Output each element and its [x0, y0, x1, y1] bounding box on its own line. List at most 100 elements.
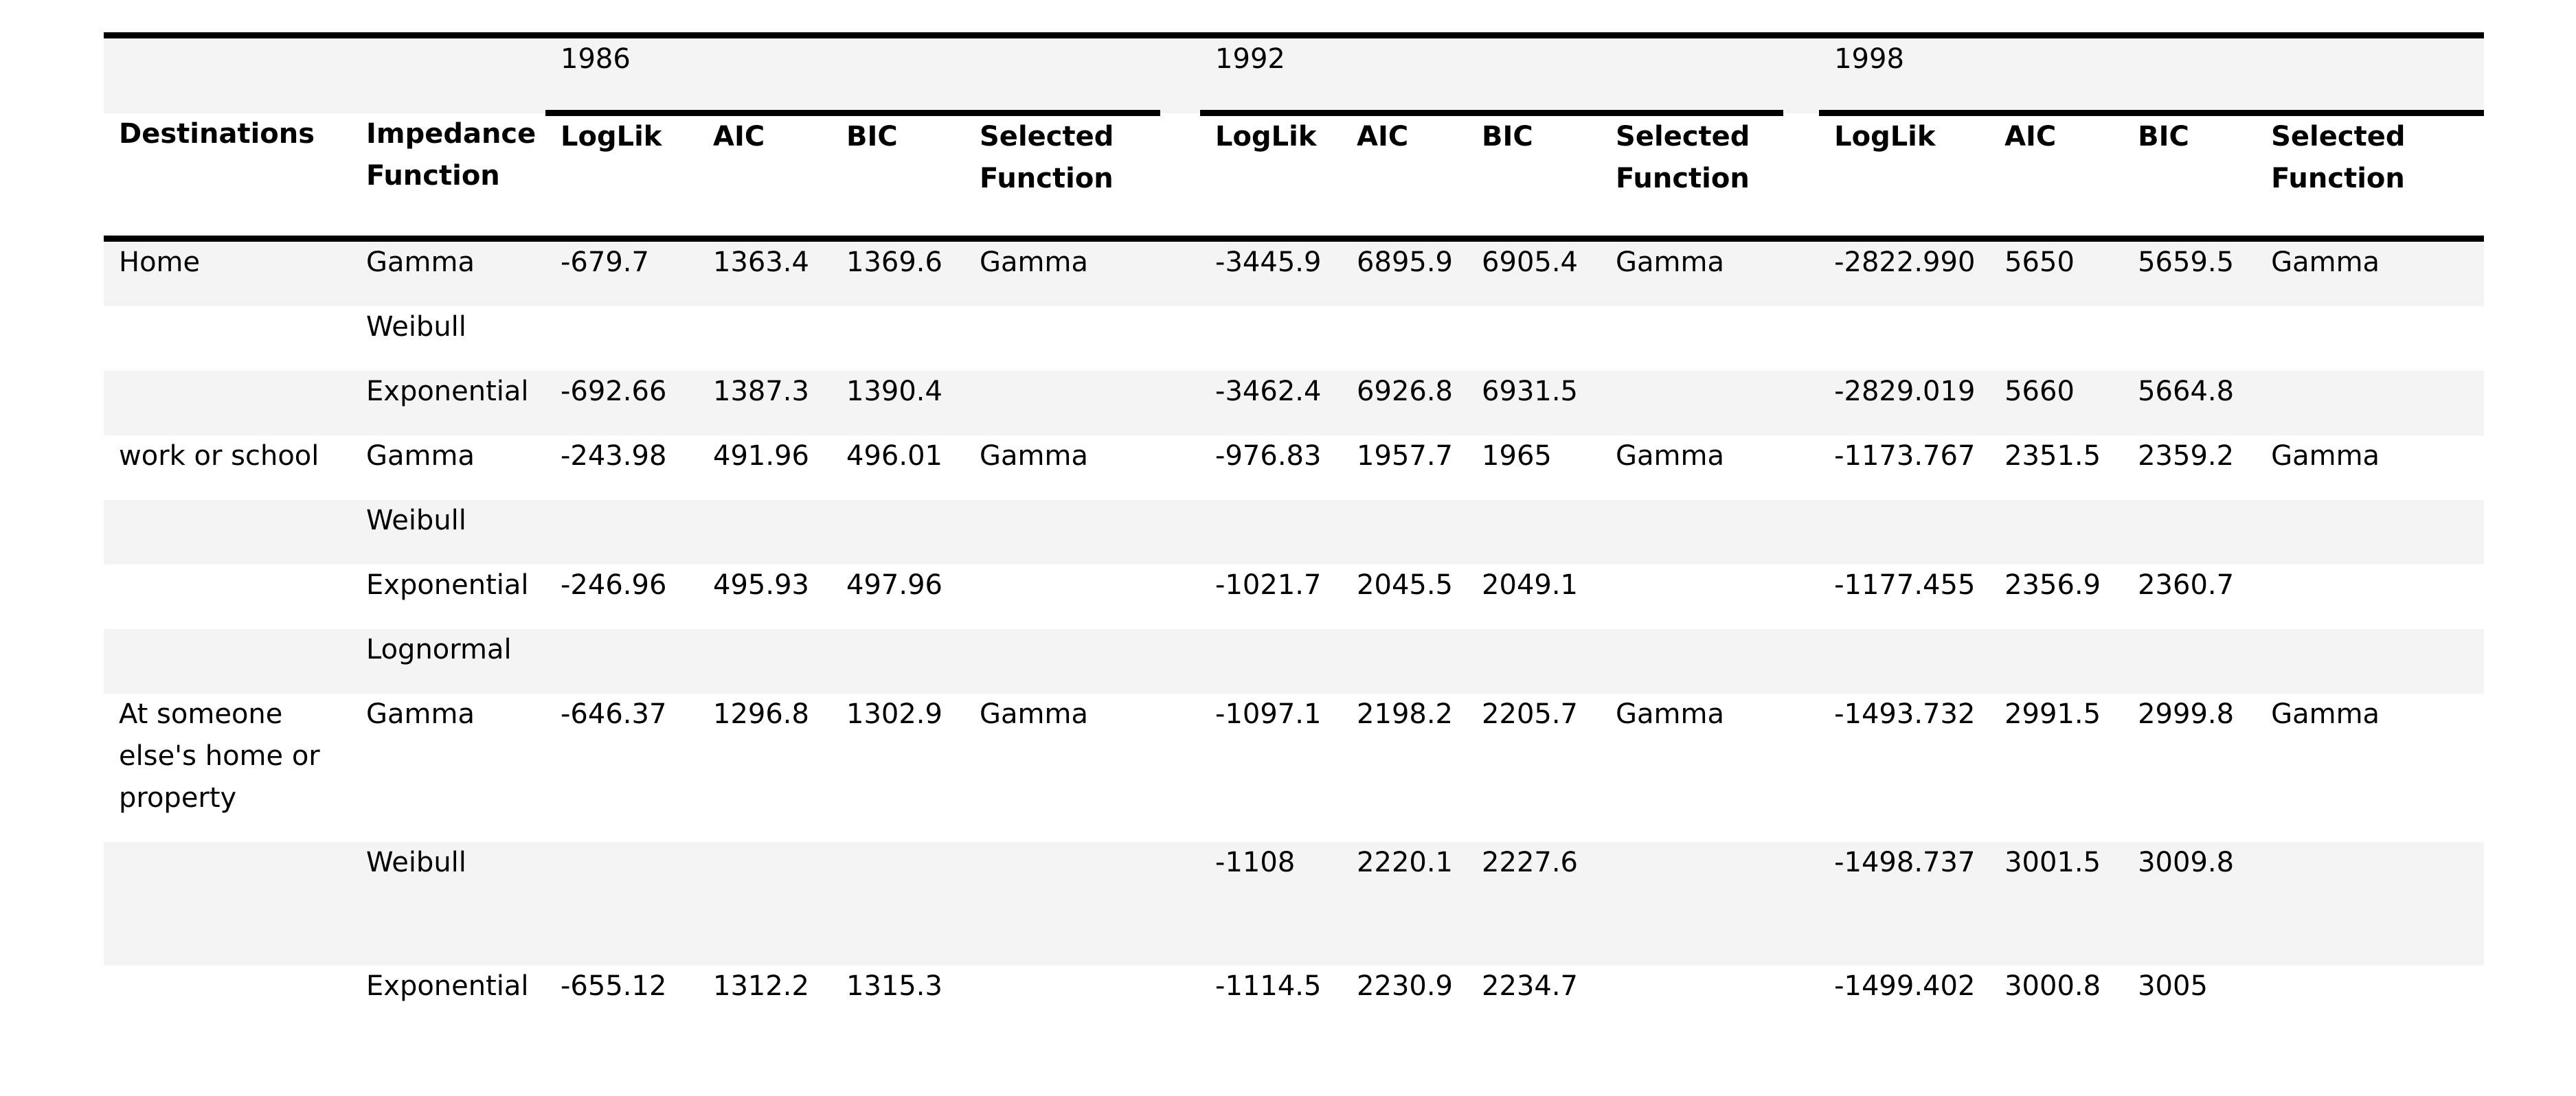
cell-bic-1992: [1467, 629, 1601, 694]
cell-destination: Home: [104, 238, 351, 306]
header-gap: [1783, 113, 1820, 242]
header-bic-1992: BIC: [1467, 113, 1601, 242]
cell-loglik-1992: [1200, 500, 1342, 564]
header-selected-1998: Selected Function: [2256, 113, 2485, 242]
table-row: Exponential -655.12 1312.2 1315.3 -1114.5 223…: [104, 966, 2484, 1030]
cell-aic-1986: 1296.8: [713, 698, 809, 730]
cell-bic-1986: 496.01: [846, 440, 942, 472]
cell-sel-1998: Gamma: [2271, 698, 2380, 730]
table-row: Weibull -1108 2220.1 2227.6 -1498.737 3001.5 3…: [104, 842, 2485, 966]
cell-loglik-1992: -976.83: [1215, 440, 1322, 472]
cell-loglik-1998: -1499.402: [1834, 970, 1976, 1002]
header-selected-1992: Selected Function: [1601, 113, 1784, 242]
cell-impedance-function: Gamma: [366, 698, 475, 730]
cell-impedance-function: Weibull: [351, 500, 545, 564]
cell-sel-1992: [1601, 306, 1783, 371]
cell-loglik-1998: -1173.767: [1834, 440, 1976, 472]
cell-sel-1998: [2256, 629, 2485, 694]
column-header-row: Destinations Impedance Function LogLik A…: [104, 113, 2485, 242]
cell-sel-1998: Gamma: [2271, 440, 2380, 472]
column-gap: [1160, 694, 1200, 842]
table-row: Lognormal: [104, 629, 2485, 694]
cell-loglik-1992: -1097.1: [1215, 698, 1322, 730]
cell-sel-1986: [964, 371, 1161, 435]
column-gap: [1783, 306, 1819, 371]
cell-aic-1986: [698, 306, 831, 371]
cell-destination: work or school: [119, 440, 319, 472]
cell-bic-1986: 1302.9: [846, 698, 942, 730]
table-body: Home Gamma -679.7 1363.4 1369.6 Gamma -3445.9 6…: [104, 238, 2485, 1031]
header-impedance-function: Impedance Function: [351, 113, 545, 242]
cell-aic-1986: 1363.4: [698, 238, 831, 306]
cell-aic-1986: [698, 500, 831, 564]
cell-bic-1986: [831, 842, 964, 966]
model-comparison-table: 1986 1992 1998 Destinations Impedance Fu…: [104, 32, 2485, 1031]
cell-bic-1992: 1965: [1482, 440, 1552, 472]
cell-aic-1992: [1342, 500, 1467, 564]
column-gap: [1783, 694, 1819, 842]
column-gap: [1783, 966, 1819, 1030]
header-aic-1998: AIC: [1989, 113, 2123, 242]
header-loglik-1992: LogLik: [1200, 113, 1342, 242]
cell-impedance-function: Gamma: [351, 238, 545, 306]
cell-bic-1986: 1315.3: [846, 970, 942, 1002]
cell-impedance-function: Weibull: [351, 842, 545, 966]
cell-loglik-1998: [1819, 306, 1989, 371]
column-gap: [1160, 500, 1201, 564]
cell-aic-1992: 1957.7: [1357, 440, 1454, 472]
cell-loglik-1992: -1114.5: [1215, 970, 1322, 1002]
cell-loglik-1992: -1021.7: [1215, 569, 1322, 601]
cell-bic-1998: 2999.8: [2138, 698, 2235, 730]
cell-sel-1992: [1601, 629, 1784, 694]
blank-header-cell: [351, 35, 545, 113]
cell-loglik-1992: [1200, 306, 1342, 371]
cell-sel-1992: [1601, 966, 1783, 1030]
column-gap: [1783, 629, 1820, 694]
blank-header-cell: [104, 35, 351, 113]
cell-loglik-1986: [545, 629, 698, 694]
cell-sel-1986: [964, 966, 1160, 1030]
header-destinations: Destinations: [104, 113, 351, 242]
cell-aic-1986: 495.93: [713, 569, 809, 601]
column-gap: [1783, 842, 1820, 966]
cell-bic-1986: 1369.6: [831, 238, 964, 306]
cell-sel-1992: Gamma: [1616, 698, 1724, 730]
cell-aic-1992: [1342, 306, 1467, 371]
cell-aic-1998: 5650: [1989, 238, 2123, 306]
cell-loglik-1992: -1108: [1200, 842, 1342, 966]
cell-sel-1992: [1601, 564, 1783, 629]
cell-impedance-function: Lognormal: [351, 629, 545, 694]
cell-bic-1992: [1467, 500, 1601, 564]
cell-sel-1998: [2256, 966, 2484, 1030]
cell-aic-1998: 3001.5: [1989, 842, 2123, 966]
cell-loglik-1992: [1200, 629, 1342, 694]
cell-impedance-function: Exponential: [366, 970, 529, 1002]
table-row: Exponential -246.96 495.93 497.96 -1021.7 204…: [104, 564, 2484, 629]
cell-loglik-1998: -2822.990: [1819, 238, 1990, 306]
cell-sel-1998: Gamma: [2256, 238, 2485, 306]
cell-bic-1986: 1390.4: [831, 371, 964, 435]
cell-loglik-1998: -1498.737: [1819, 842, 1990, 966]
cell-loglik-1986: [545, 306, 698, 371]
cell-aic-1992: 6926.8: [1342, 371, 1467, 435]
cell-loglik-1992: -3462.4: [1200, 371, 1342, 435]
column-gap: [1160, 306, 1200, 371]
cell-aic-1986: [698, 842, 831, 966]
cell-bic-1986: [831, 500, 964, 564]
cell-destination: [104, 842, 351, 966]
cell-loglik-1992: -3445.9: [1200, 238, 1342, 306]
year-header-1986: 1986: [545, 35, 1161, 116]
cell-sel-1998: [2256, 842, 2485, 966]
column-gap: [1160, 371, 1201, 435]
cell-bic-1998: 3005: [2138, 970, 2208, 1002]
cell-bic-1998: [2123, 306, 2256, 371]
cell-sel-1998: [2256, 500, 2485, 564]
cell-aic-1998: [1989, 306, 2123, 371]
column-gap: [1160, 629, 1201, 694]
table-row: Weibull: [104, 500, 2485, 564]
cell-loglik-1998: [1819, 629, 1990, 694]
cell-aic-1998: [1989, 500, 2123, 564]
cell-aic-1992: 2198.2: [1357, 698, 1454, 730]
cell-sel-1986: Gamma: [980, 440, 1088, 472]
cell-bic-1998: [2123, 500, 2257, 564]
